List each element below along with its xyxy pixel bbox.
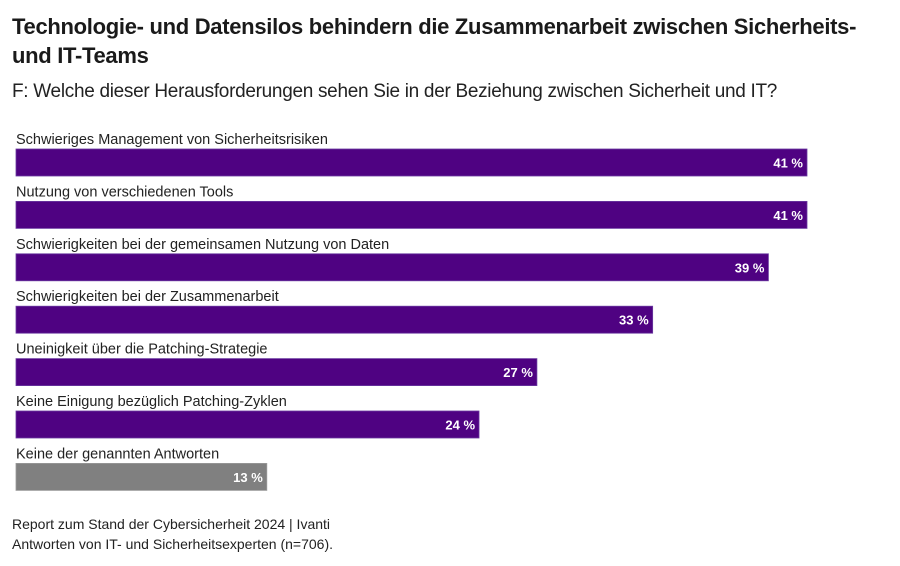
category-label: Keine Einigung bezüglich Patching-Zyklen xyxy=(16,394,287,410)
chart-title: Technologie- und Datensilos behindern di… xyxy=(12,14,857,68)
sample-note: Antworten von IT- und Sicherheitsexperte… xyxy=(12,536,334,552)
category-label: Nutzung von verschiedenen Tools xyxy=(16,184,233,200)
bar xyxy=(15,148,808,177)
bar xyxy=(15,410,480,439)
value-label: 27 % xyxy=(503,365,533,380)
value-label: 13 % xyxy=(233,470,263,485)
value-label: 39 % xyxy=(735,260,765,275)
category-label: Uneinigkeit über die Patching-Strategie xyxy=(16,342,267,358)
category-label: Keine der genannten Antworten xyxy=(16,446,219,462)
bar xyxy=(15,200,808,229)
chart-subtitle: F: Welche dieser Herausforderungen sehen… xyxy=(12,81,778,102)
bar xyxy=(15,358,538,387)
category-label: Schwierigkeiten bei der gemeinsamen Nutz… xyxy=(16,237,389,253)
bar xyxy=(15,253,769,282)
value-label: 24 % xyxy=(445,418,475,433)
source-note: Report zum Stand der Cybersicherheit 202… xyxy=(12,516,331,532)
bar xyxy=(15,462,268,491)
value-label: 33 % xyxy=(619,313,649,328)
footer: Report zum Stand der Cybersicherheit 202… xyxy=(12,514,333,554)
bar xyxy=(15,305,654,334)
value-label: 41 % xyxy=(773,208,803,223)
value-label: 41 % xyxy=(773,156,803,171)
category-label: Schwieriges Management von Sicherheitsri… xyxy=(16,132,328,148)
category-label: Schwierigkeiten bei der Zusammenarbeit xyxy=(16,289,279,305)
